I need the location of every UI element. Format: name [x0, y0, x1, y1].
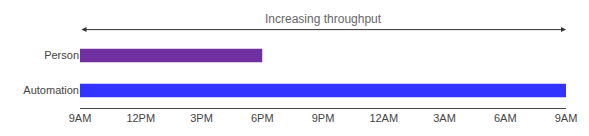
- svg-text:Person: Person: [44, 49, 79, 61]
- svg-text:3AM: 3AM: [433, 112, 456, 124]
- svg-text:9AM: 9AM: [69, 112, 92, 124]
- svg-text:12PM: 12PM: [126, 112, 155, 124]
- svg-text:9PM: 9PM: [312, 112, 335, 124]
- svg-text:Automation: Automation: [23, 84, 79, 96]
- svg-text:3PM: 3PM: [190, 112, 213, 124]
- svg-text:6PM: 6PM: [251, 112, 274, 124]
- svg-text:Increasing throughput: Increasing throughput: [265, 12, 382, 26]
- svg-text:9AM: 9AM: [555, 112, 578, 124]
- svg-text:6AM: 6AM: [494, 112, 517, 124]
- svg-text:12AM: 12AM: [369, 112, 398, 124]
